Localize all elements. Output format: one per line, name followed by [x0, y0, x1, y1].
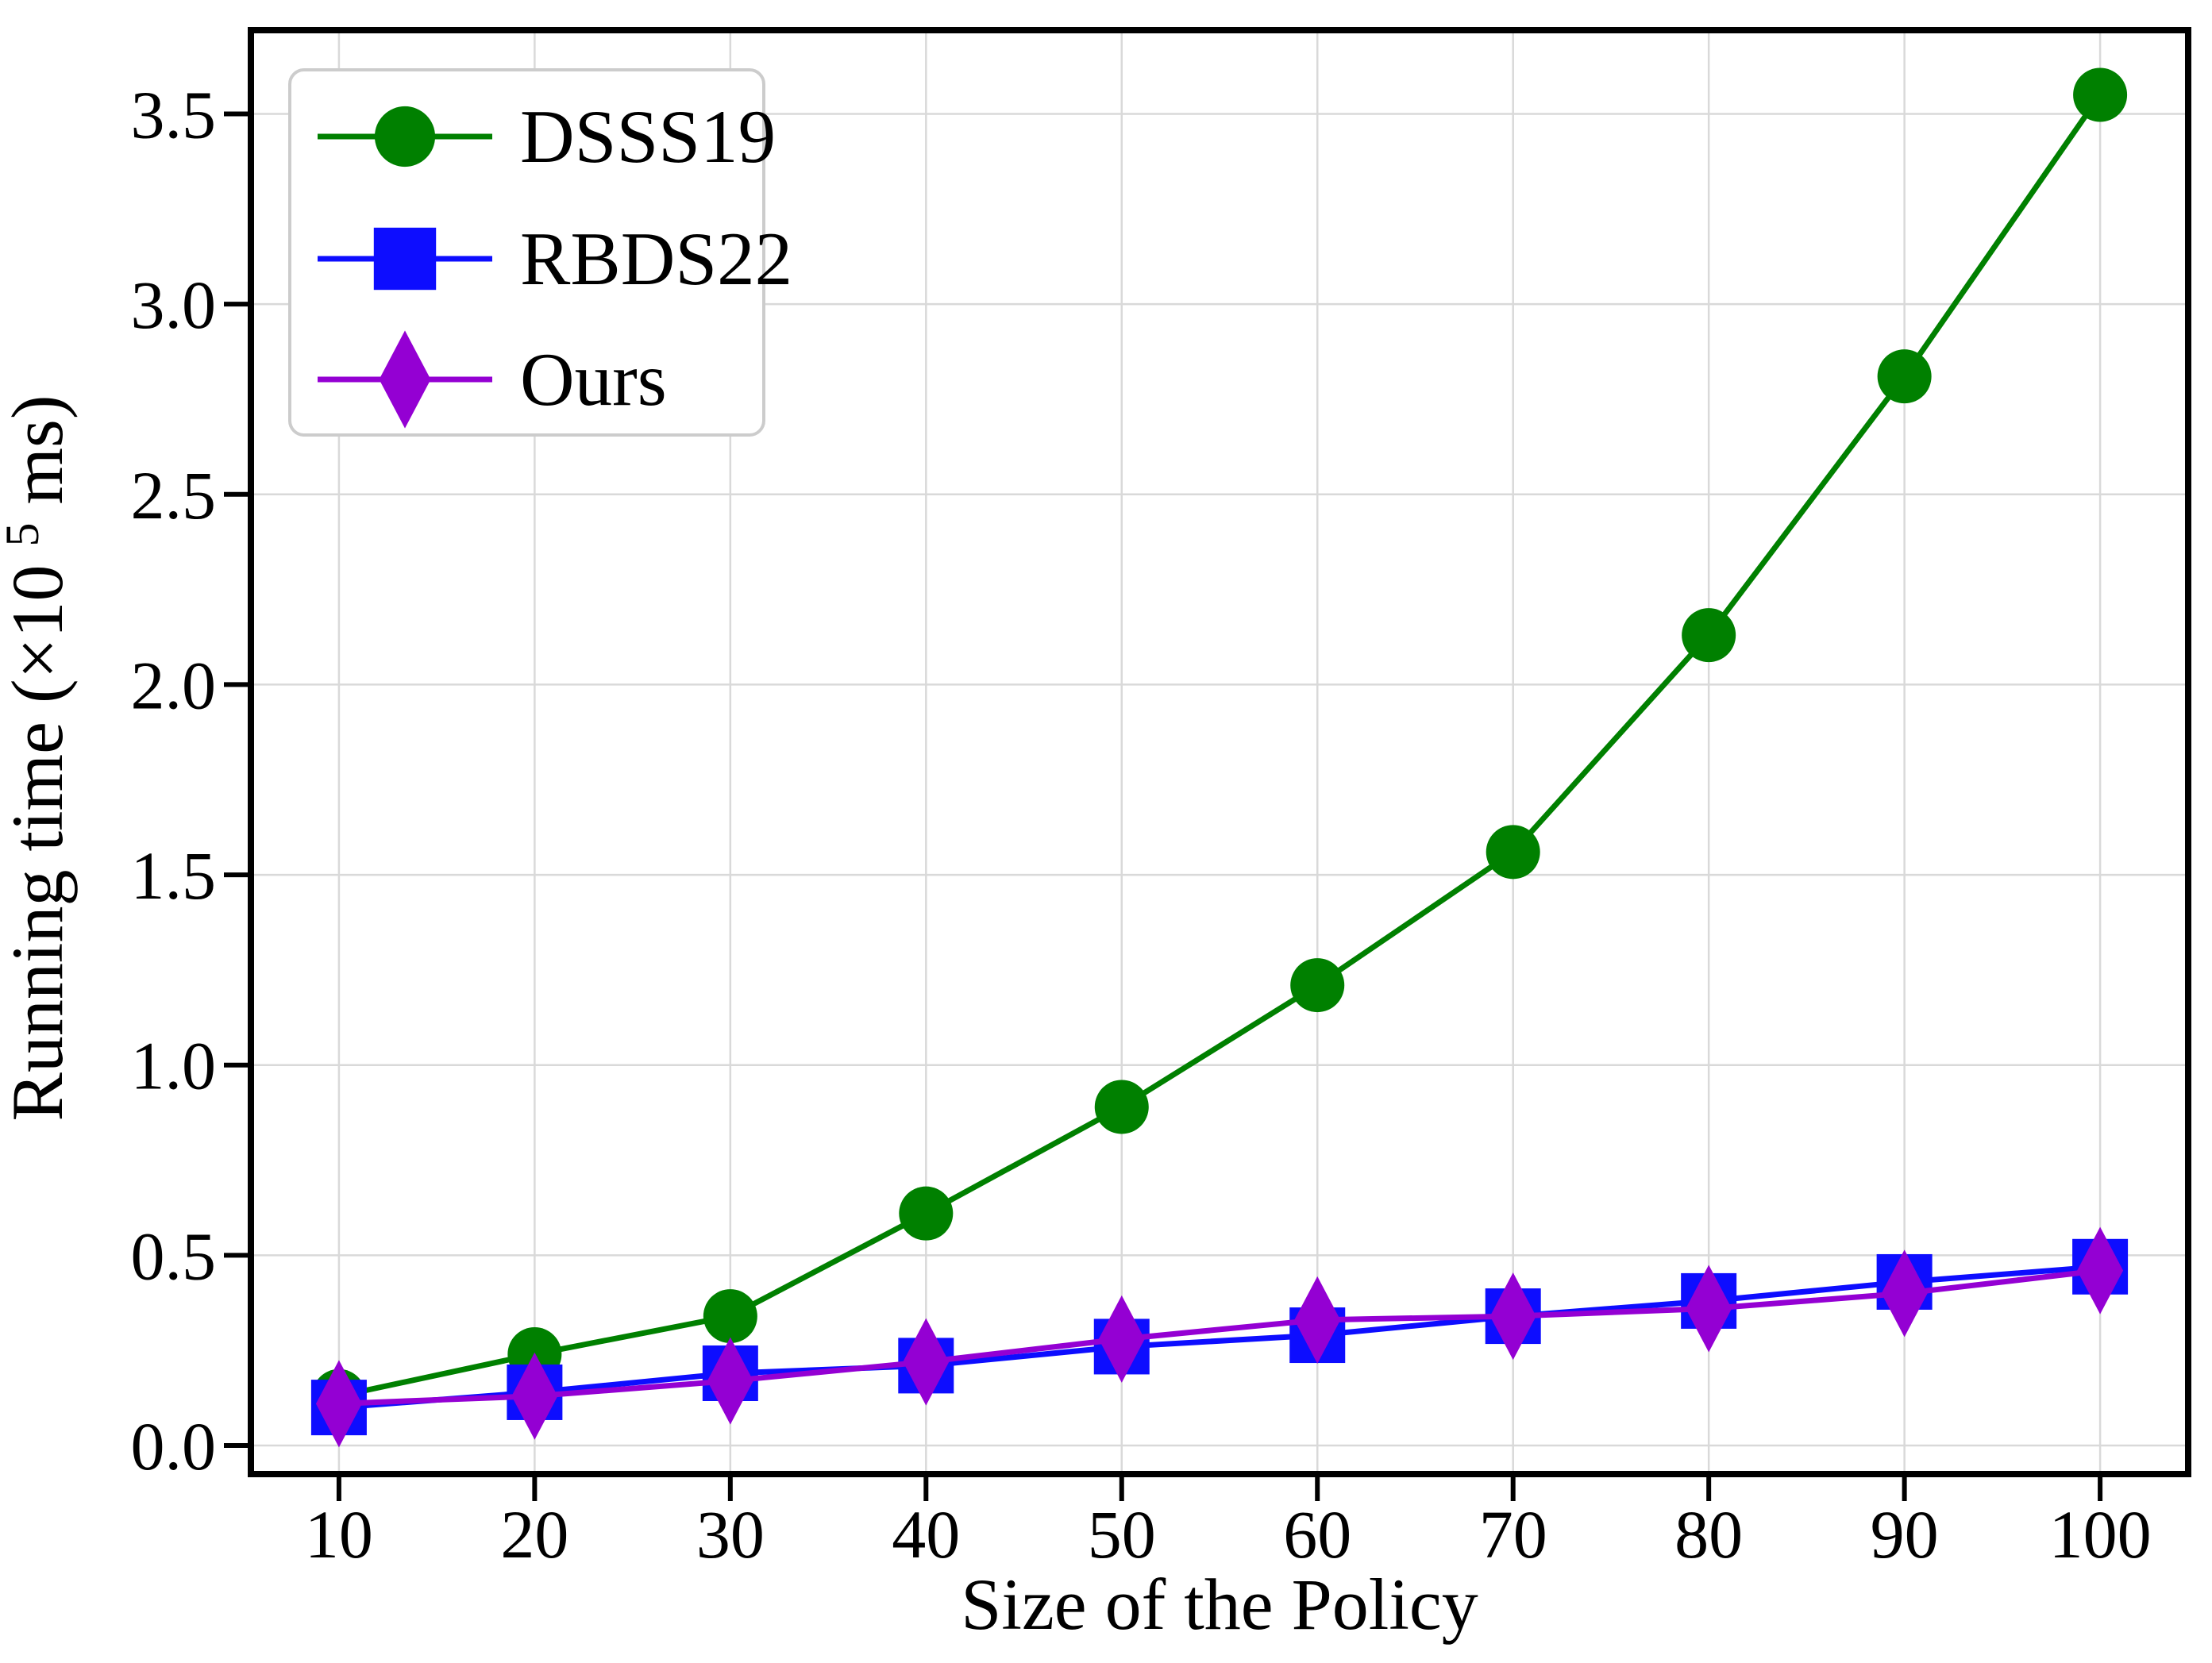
circle-marker	[1682, 608, 1736, 663]
legend-item-RBDS22: RBDS22	[318, 217, 792, 301]
x-tick-label: 70	[1479, 1496, 1547, 1573]
legend-label: Ours	[520, 337, 667, 422]
legend: DSSS19 RBDS22 Ours	[288, 68, 792, 437]
circle-marker	[2073, 67, 2128, 122]
y-tick-labels: 0.0 0.5 1.0 1.5 2.0 2.5 3.0 3.5	[131, 76, 217, 1484]
circle-marker	[1877, 349, 1932, 404]
y-axis-label: Running time (×10 5 ms)	[0, 395, 78, 1122]
series-line-RBDS22	[338, 1264, 2101, 1411]
diamond-marker	[315, 1360, 362, 1448]
y-axis-label-main: Running time (×10	[0, 565, 78, 1122]
circle-marker	[1290, 958, 1345, 1013]
series-Ours	[315, 1226, 2124, 1448]
y-tick-label: 2.0	[131, 647, 217, 723]
circle-marker	[899, 1186, 954, 1241]
y-tick-label: 0.0	[131, 1408, 217, 1484]
x-axis-label: Size of the Policy	[961, 1564, 1478, 1645]
circle-marker	[374, 106, 436, 167]
legend-label: RBDS22	[520, 217, 792, 301]
x-tick-label: 80	[1674, 1496, 1743, 1573]
diamond-marker	[379, 330, 431, 429]
y-tick-label: 1.5	[131, 837, 217, 914]
series-line-DSSS19	[338, 93, 2102, 1399]
diamond-marker	[1098, 1295, 1145, 1383]
diamond-marker	[903, 1318, 950, 1406]
y-tick-label: 3.5	[131, 76, 217, 152]
y-tick-label: 0.5	[131, 1218, 217, 1294]
series-lines-and-markers	[310, 67, 2129, 1448]
legend-item-DSSS19: DSSS19	[318, 94, 776, 179]
x-tick-label: 90	[1871, 1496, 1939, 1573]
y-tick-label: 1.0	[131, 1028, 217, 1104]
diamond-marker	[2077, 1226, 2124, 1315]
circle-marker	[1486, 825, 1540, 880]
y-tick-label: 3.0	[131, 267, 217, 343]
series-RBDS22	[310, 1238, 2129, 1436]
y-axis-label-exponent: 5	[0, 523, 48, 547]
plot-border	[248, 27, 2191, 1477]
diamond-marker	[707, 1337, 753, 1425]
gridlines	[251, 30, 2188, 1474]
square-marker	[373, 227, 437, 291]
diamond-marker	[1686, 1265, 1732, 1353]
diamond-marker	[1294, 1276, 1341, 1364]
x-tick-label: 20	[500, 1496, 568, 1573]
circle-marker	[703, 1289, 757, 1344]
diamond-marker	[1881, 1249, 1928, 1338]
x-tick-label: 50	[1088, 1496, 1156, 1573]
diamond-marker	[1489, 1272, 1536, 1361]
x-tick-label: 10	[305, 1496, 373, 1573]
circle-marker	[1094, 1080, 1149, 1134]
x-tick-label: 100	[2049, 1496, 2152, 1573]
legend-item-Ours: Ours	[318, 330, 667, 429]
diamond-marker	[511, 1352, 558, 1440]
axes-spines	[248, 27, 2191, 1477]
axis-tick-marks	[224, 111, 2103, 1501]
x-tick-label: 30	[696, 1496, 765, 1573]
x-tick-labels: 10 20 30 40 50 60 70 80 90 100	[305, 1496, 2152, 1573]
legend-label: DSSS19	[520, 94, 776, 179]
series-line-Ours	[338, 1268, 2101, 1407]
y-tick-label: 2.5	[131, 457, 217, 533]
x-tick-label: 40	[892, 1496, 960, 1573]
y-axis-label-unit: ms)	[0, 395, 78, 505]
x-tick-label: 60	[1283, 1496, 1351, 1573]
